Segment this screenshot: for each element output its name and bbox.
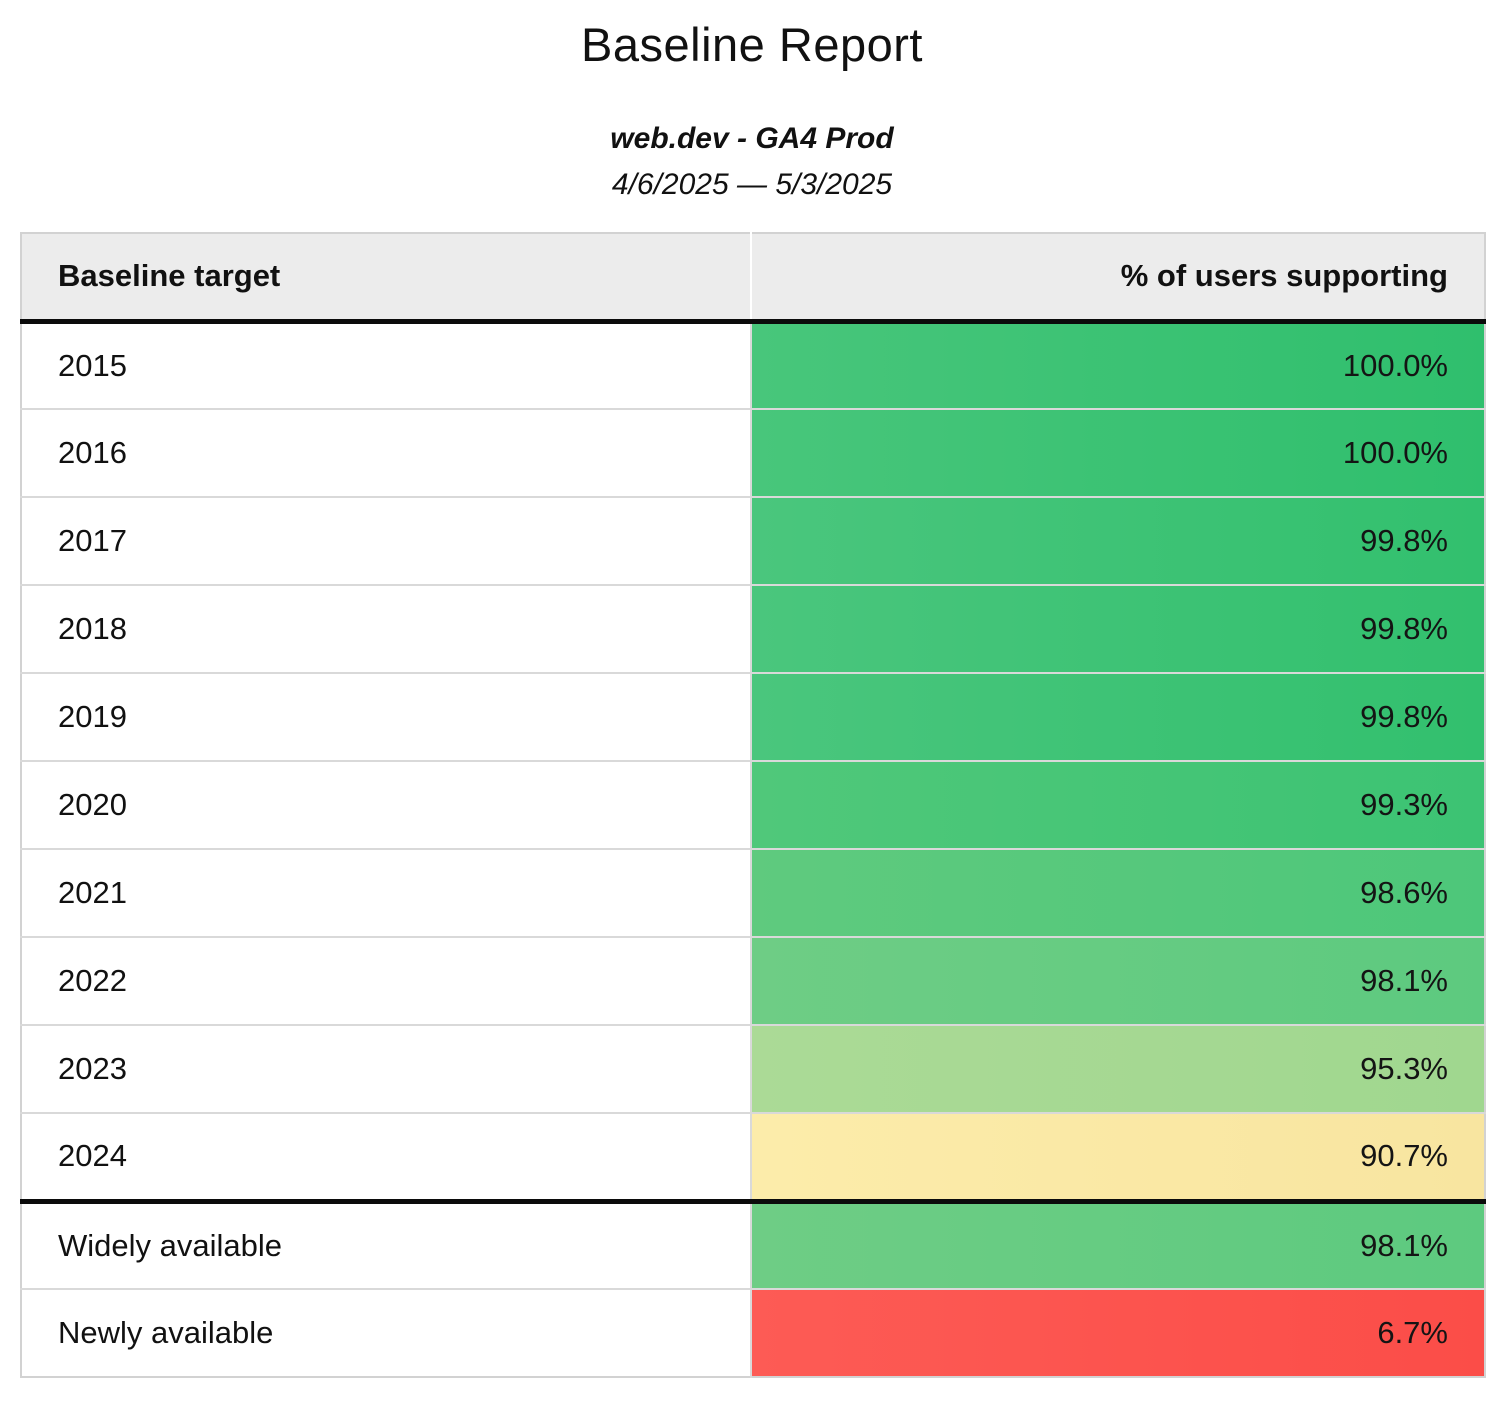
support-percent-cell: 99.8%: [750, 584, 1485, 673]
baseline-target-cell: 2021: [21, 848, 751, 937]
support-percent-cell: 99.8%: [750, 672, 1485, 761]
table-header-row: Baseline target % of users supporting: [21, 233, 1485, 324]
baseline-target-cell: 2020: [21, 760, 751, 849]
baseline-target-cell: Newly available: [21, 1288, 751, 1377]
column-header-baseline-target: Baseline target: [21, 233, 751, 324]
table-row-2021: 2021 98.6%: [21, 848, 1485, 937]
baseline-target-cell: 2018: [21, 584, 751, 673]
support-percent-cell: 100.0%: [750, 408, 1485, 497]
baseline-target-cell: 2015: [21, 320, 751, 409]
report-property-subtitle: web.dev - GA4 Prod: [610, 122, 894, 155]
table-row-widely-available: Widely available 98.1%: [21, 1198, 1485, 1289]
baseline-target-cell: 2022: [21, 936, 751, 1025]
table-row-2019: 2019 99.8%: [21, 672, 1485, 761]
support-percent-cell: 98.1%: [750, 1198, 1485, 1289]
support-percent-cell: 99.8%: [750, 496, 1485, 585]
support-percent-cell: 95.3%: [750, 1024, 1485, 1113]
baseline-target-cell: 2024: [21, 1112, 751, 1201]
report-date-range: 4/6/2025 — 5/3/2025: [611, 168, 893, 201]
support-percent-cell: 98.6%: [750, 848, 1485, 937]
table-row-2018: 2018 99.8%: [21, 584, 1485, 673]
table-row-2020: 2020 99.3%: [21, 760, 1485, 849]
table-row-2016: 2016 100.0%: [21, 408, 1485, 497]
support-percent-cell: 90.7%: [750, 1112, 1485, 1201]
table-row-2015: 2015 100.0%: [21, 320, 1485, 409]
baseline-target-cell: 2019: [21, 672, 751, 761]
support-percent-cell: 6.7%: [750, 1288, 1485, 1377]
column-header-percent-supporting: % of users supporting: [750, 233, 1485, 324]
table-row-newly-available: Newly available 6.7%: [21, 1288, 1485, 1377]
table-row-2023: 2023 95.3%: [21, 1024, 1485, 1113]
support-percent-cell: 98.1%: [750, 936, 1485, 1025]
support-percent-cell: 100.0%: [750, 320, 1485, 409]
baseline-report-table: Baseline target % of users supporting 20…: [20, 232, 1486, 1378]
table-row-2017: 2017 99.8%: [21, 496, 1485, 585]
baseline-target-cell: 2016: [21, 408, 751, 497]
table-row-2024: 2024 90.7%: [21, 1112, 1485, 1201]
support-percent-cell: 99.3%: [750, 760, 1485, 849]
page-title: Baseline Report: [581, 18, 923, 71]
table-row-2022: 2022 98.1%: [21, 936, 1485, 1025]
baseline-target-cell: Widely available: [21, 1198, 751, 1289]
baseline-target-cell: 2023: [21, 1024, 751, 1113]
baseline-target-cell: 2017: [21, 496, 751, 585]
